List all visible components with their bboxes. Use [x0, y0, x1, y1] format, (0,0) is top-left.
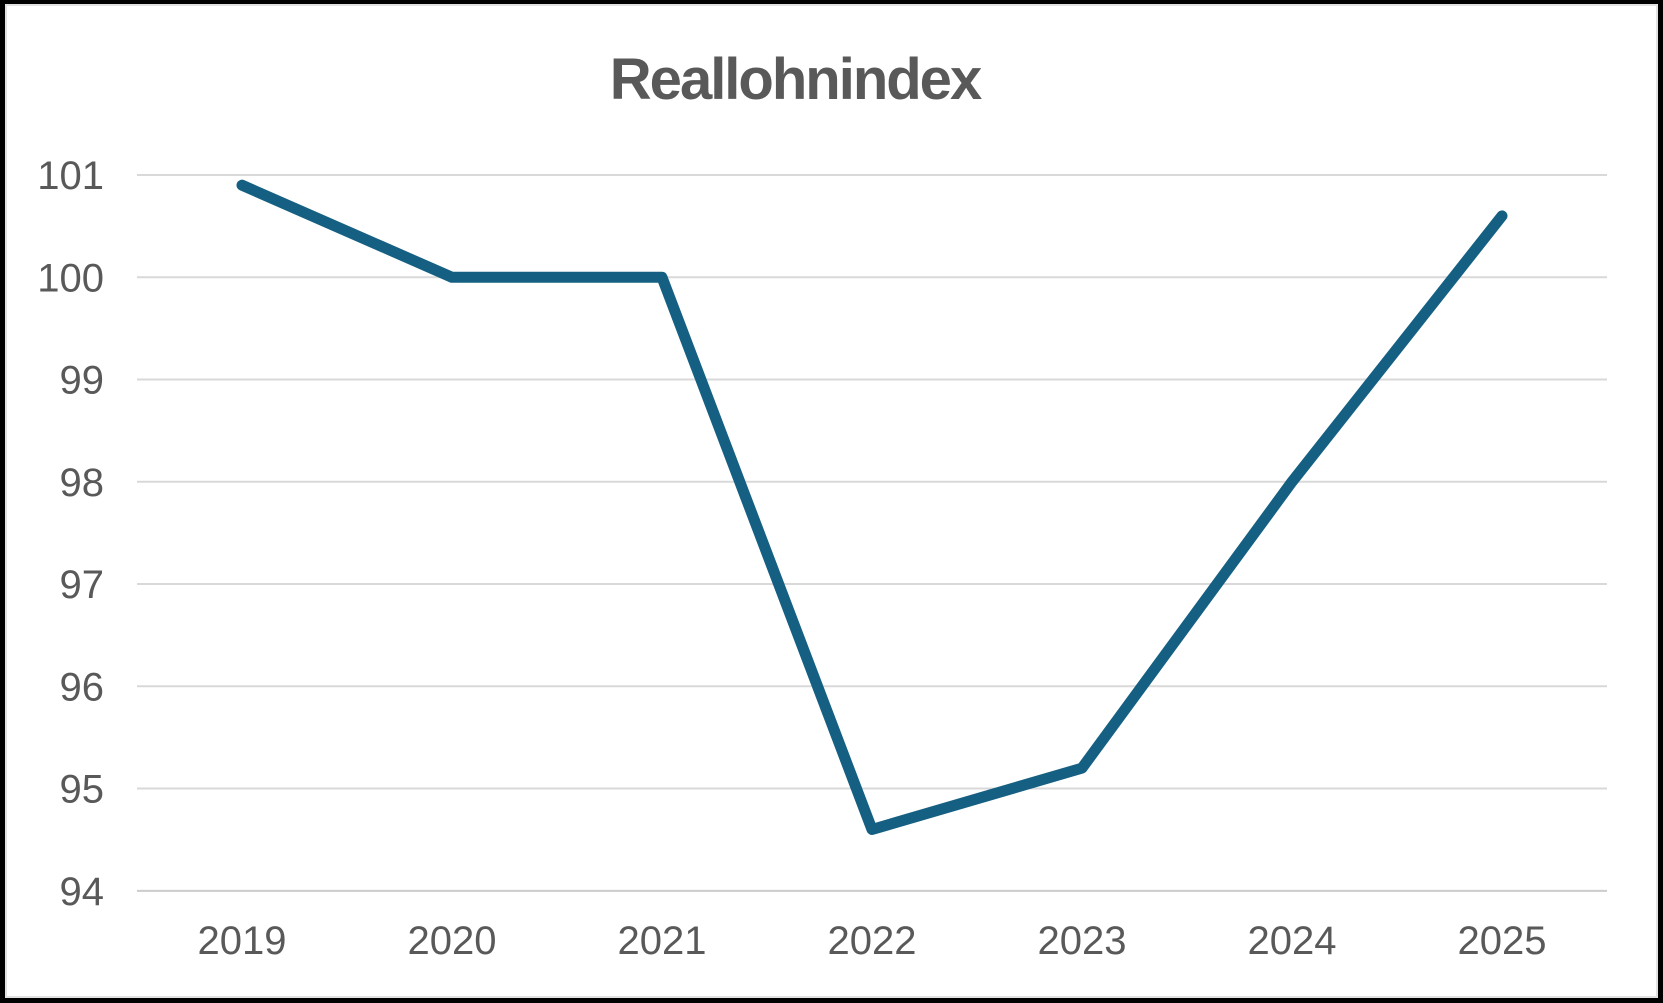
chart-area: 94 95 96 97 98 99 100 101 2019 2020 2021 2022 2023 2… — [5, 4, 1658, 998]
y-tick-label-95: 95 — [60, 768, 105, 812]
x-tick-label-2025: 2025 — [1458, 919, 1547, 963]
x-tick-label-2021: 2021 — [618, 919, 707, 963]
x-tick-label-2024: 2024 — [1248, 919, 1337, 963]
x-tick-label-2020: 2020 — [408, 919, 497, 963]
gridlines — [137, 174, 1607, 892]
y-axis-tick-labels: 94 95 96 97 98 99 100 101 — [37, 154, 104, 914]
y-tick-label-98: 98 — [60, 461, 105, 505]
y-tick-label-100: 100 — [37, 256, 104, 300]
x-tick-label-2019: 2019 — [198, 919, 287, 963]
x-axis-tick-labels: 2019 2020 2021 2022 2023 2024 2025 — [198, 919, 1547, 963]
x-tick-label-2023: 2023 — [1038, 919, 1127, 963]
y-tick-label-96: 96 — [60, 665, 105, 709]
series-line — [236, 179, 1508, 835]
chart-title: Reallohnindex — [610, 47, 982, 112]
y-tick-label-97: 97 — [60, 563, 105, 607]
y-tick-label-101: 101 — [37, 154, 104, 198]
y-tick-label-94: 94 — [60, 870, 105, 914]
x-tick-label-2022: 2022 — [828, 919, 917, 963]
y-tick-label-99: 99 — [60, 359, 105, 403]
